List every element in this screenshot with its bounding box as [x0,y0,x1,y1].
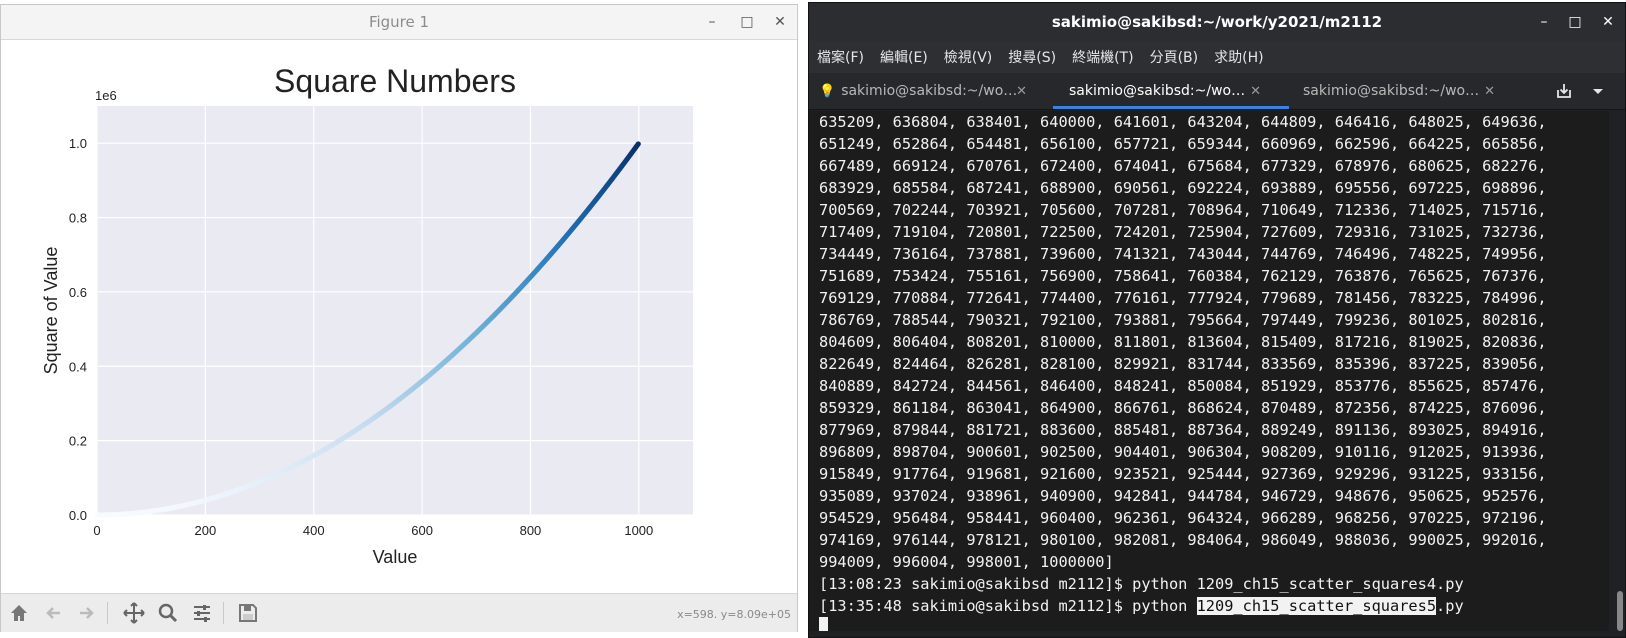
close-button[interactable]: ✕ [774,14,786,30]
output-line: 651249, 652864, 654481, 656100, 657721, … [819,135,1547,153]
output-line: 751689, 753424, 755161, 756900, 758641, … [819,267,1547,285]
y-tick-label: 0.2 [69,434,87,449]
tab-bar: 💡 sakimio@sakibsd:~/wo… ✕ sakimio@sakibs… [809,73,1625,110]
x-tick-label: 1000 [624,523,653,538]
zoom-icon[interactable] [155,600,181,626]
offset-text: 1e6 [95,88,117,103]
terminal-title: sakimio@sakibsd:~/work/y2021/m2112 [1051,13,1383,31]
maximize-button[interactable]: □ [740,14,754,30]
output-line: 734449, 736164, 737881, 739600, 741321, … [819,245,1547,263]
minimize-button[interactable]: – [708,14,716,30]
menu-file[interactable]: 檔案(F) [817,50,864,66]
save-icon[interactable] [235,600,261,626]
new-tab-icon[interactable] [1551,79,1577,103]
output-line: 935089, 937024, 938961, 940900, 942841, … [819,487,1547,505]
tab-1[interactable]: 💡 sakimio@sakibsd:~/wo… ✕ [819,73,1055,109]
x-tick-label: 600 [411,523,433,538]
forward-arrow-icon[interactable] [73,600,99,626]
output-line: 667489, 669124, 670761, 672400, 674041, … [819,157,1547,175]
x-tick-label: 200 [195,523,217,538]
menu-bar: 檔案(F) 編輯(E) 檢視(V) 搜尋(S) 終端機(T) 分頁(B) 求助(… [809,41,1625,73]
configure-subplots-icon[interactable] [189,600,215,626]
tab-2[interactable]: sakimio@sakibsd:~/wo… ✕ [1053,73,1289,109]
y-axis-label: Square of Value [41,247,61,375]
minimize-button[interactable]: – [1540,14,1548,30]
output-line: 915849, 917764, 919681, 921600, 923521, … [819,465,1547,483]
menu-tabs[interactable]: 分頁(B) [1149,50,1199,66]
tab-label: sakimio@sakibsd:~/wo… [841,83,1018,99]
home-icon[interactable] [6,600,32,626]
output-line: 769129, 770884, 772641, 774400, 776161, … [819,289,1547,307]
close-button[interactable]: ✕ [1602,14,1614,30]
output-line: 700569, 702244, 703921, 705600, 707281, … [819,201,1547,219]
tab-close-icon[interactable]: ✕ [1250,83,1261,99]
menu-view[interactable]: 檢視(V) [943,50,993,66]
y-tick-label: 1.0 [69,136,87,151]
chevron-down-icon[interactable] [1585,79,1611,103]
x-tick-label: 0 [93,523,100,538]
tab-close-icon[interactable]: ✕ [1016,83,1027,99]
menu-edit[interactable]: 編輯(E) [879,50,928,66]
figure-canvas[interactable]: 0 200 400 600 800 1000 0.0 0.2 0.4 0.6 0.8 1.0 Squar… [1,40,797,593]
tab-close-icon[interactable]: ✕ [1484,83,1495,99]
x-tick-label: 400 [303,523,325,538]
output-line: 877969, 879844, 881721, 883600, 885481, … [819,421,1547,439]
selected-filename[interactable]: 1209_ch15_scatter_squares5 [1196,597,1437,615]
menu-help[interactable]: 求助(H) [1214,50,1264,66]
toolbar-separator [223,602,224,624]
output-line: 683929, 685584, 687241, 688900, 690561, … [819,179,1547,197]
output-line: 840889, 842724, 844561, 846400, 848241, … [819,377,1547,395]
figure-window: Figure 1 – □ ✕ 0 200 400 600 800 1000 0.0 0.2 0.… [0,4,798,632]
figure-title: Figure 1 [368,13,430,31]
chart-title: Square Numbers [274,63,516,99]
command-filename: 1209_ch15_scatter_squares4.py [1196,575,1464,593]
x-tick-label: 800 [520,523,542,538]
output-line: 717409, 719104, 720801, 722500, 724201, … [819,223,1547,241]
figure-toolbar: x=598. y=8.09e+05 [1,593,797,632]
terminal-output[interactable]: 635209, 636804, 638401, 640000, 641601, … [809,111,1609,631]
prompt-line: [13:35:48 sakimio@sakibsd m2112]$ python… [819,595,1464,617]
data-point [635,141,641,147]
y-tick-label: 0.8 [69,211,87,226]
terminal-window: sakimio@sakibsd:~/work/y2021/m2112 – □ ✕… [808,2,1626,638]
tab-label: sakimio@sakibsd:~/wo… [1303,83,1480,99]
lightbulb-icon: 💡 [819,83,836,99]
y-tick-label: 0.4 [69,359,87,374]
terminal-titlebar: sakimio@sakibsd:~/work/y2021/m2112 – □ ✕ [809,3,1625,41]
output-line: 994009, 996004, 998001, 1000000] [819,553,1114,571]
menu-search[interactable]: 搜尋(S) [1008,50,1057,66]
tab-label: sakimio@sakibsd:~/wo… [1069,83,1246,99]
tab-3[interactable]: sakimio@sakibsd:~/wo… ✕ [1287,73,1523,109]
output-line: 974169, 976144, 978121, 980100, 982081, … [819,531,1547,549]
output-line: 859329, 861184, 863041, 864900, 866761, … [819,399,1547,417]
output-line: 804609, 806404, 808201, 810000, 811801, … [819,333,1547,351]
output-line: 954529, 956484, 958441, 960400, 962361, … [819,509,1547,527]
command-filename-ext: .py [1436,597,1464,615]
menu-terminal[interactable]: 終端機(T) [1072,50,1134,66]
prompt-line: [13:08:23 sakimio@sakibsd m2112]$ python… [819,573,1464,595]
scrollbar-thumb[interactable] [1617,591,1623,631]
output-line: 822649, 824464, 826281, 828100, 829921, … [819,355,1547,373]
maximize-button[interactable]: □ [1568,14,1582,30]
scatter-chart: 0 200 400 600 800 1000 0.0 0.2 0.4 0.6 0.8 1.0 Squar… [41,63,693,567]
x-axis-label: Value [373,547,418,567]
back-arrow-icon[interactable] [41,600,67,626]
prompt-text: [13:35:48 sakimio@sakibsd m2112]$ python [819,597,1197,615]
output-line: 786769, 788544, 790321, 792100, 793881, … [819,311,1547,329]
cursor-coordinates: x=598. y=8.09e+05 [677,608,791,621]
pan-icon[interactable] [121,600,147,626]
y-tick-label: 0.0 [69,508,87,523]
prompt-text: [13:08:23 sakimio@sakibsd m2112]$ python [819,575,1197,593]
output-line: 635209, 636804, 638401, 640000, 641601, … [819,113,1547,131]
figure-titlebar: Figure 1 – □ ✕ [1,5,797,40]
y-tick-label: 0.6 [69,285,87,300]
plot-area [97,106,693,515]
text-cursor [819,617,828,631]
output-line: 896809, 898704, 900601, 902500, 904401, … [819,443,1547,461]
toolbar-separator [107,602,108,624]
